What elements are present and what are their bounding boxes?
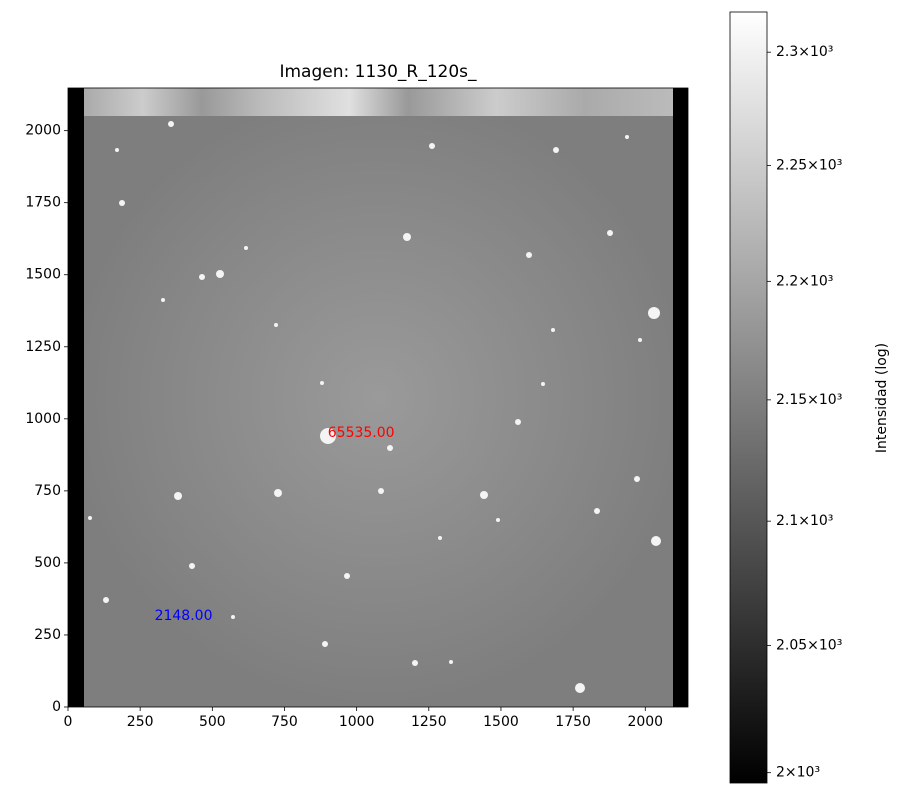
stars — [88, 121, 661, 693]
y-tick-label: 250 — [34, 627, 61, 643]
x-tick-label: 0 — [64, 714, 73, 730]
x-tick-label: 750 — [271, 714, 298, 730]
x-tick-label: 250 — [127, 714, 154, 730]
y-tick-label: 1750 — [25, 195, 61, 211]
colorbar-tick-label: 2.05×10³ — [776, 637, 842, 653]
y-tick-label: 1000 — [25, 411, 61, 427]
x-tick-label: 1000 — [339, 714, 375, 730]
image — [68, 88, 688, 707]
colorbar — [729, 11, 768, 784]
y-tick-label: 1500 — [25, 267, 61, 283]
annotation: 65535.00 — [328, 425, 395, 441]
colorbar-tick-label: 2.2×10³ — [776, 273, 833, 289]
x-tick-label: 500 — [199, 714, 226, 730]
chart-title: Imagen: 1130_R_120s_ — [279, 62, 477, 82]
image-strip — [84, 88, 673, 116]
x-tick-label: 1750 — [555, 714, 591, 730]
x-tick-label: 1500 — [483, 714, 519, 730]
colorbar-tick-label: 2.25×10³ — [776, 157, 842, 173]
colorbar-label: Intensidad (log) — [874, 343, 890, 453]
colorbar-tick-label: 2.15×10³ — [776, 392, 842, 408]
y-tick-label: 2000 — [25, 123, 61, 139]
image-field — [68, 88, 688, 707]
y-tick-label: 1250 — [25, 339, 61, 355]
axes-frame — [67, 87, 689, 708]
colorbar-tick-label: 2×10³ — [776, 765, 820, 781]
image-border — [673, 88, 688, 707]
x-tick-label: 1250 — [411, 714, 447, 730]
colorbar-tick-label: 2.1×10³ — [776, 513, 833, 529]
image-border — [68, 88, 84, 707]
y-tick-label: 0 — [52, 699, 61, 715]
colorbar-tick-label: 2.3×10³ — [776, 44, 833, 60]
y-tick-label: 750 — [34, 483, 61, 499]
y-tick-label: 500 — [34, 555, 61, 571]
x-tick-label: 2000 — [627, 714, 663, 730]
annotation: 2148.00 — [155, 608, 213, 624]
